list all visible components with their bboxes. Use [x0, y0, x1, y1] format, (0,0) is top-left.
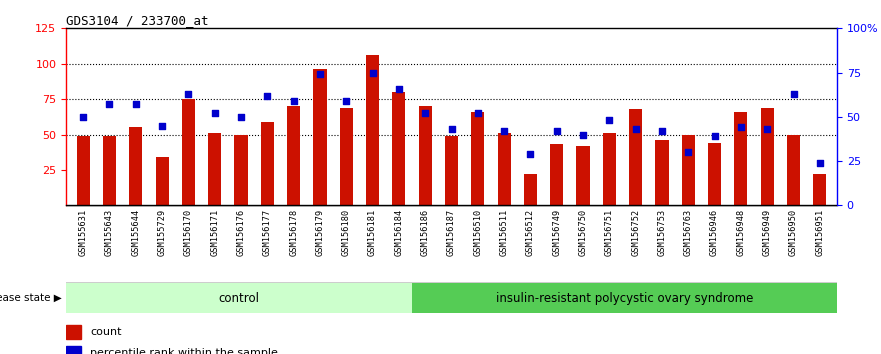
Bar	[392, 92, 405, 205]
Bar	[261, 122, 274, 205]
Point	[734, 125, 748, 130]
Point	[813, 160, 827, 166]
Bar	[576, 146, 589, 205]
Point	[234, 114, 248, 120]
Text: GSM156187: GSM156187	[447, 209, 456, 256]
Point	[129, 102, 143, 107]
Bar	[411, 283, 837, 313]
Text: GSM156749: GSM156749	[552, 209, 561, 256]
Text: GSM156949: GSM156949	[763, 209, 772, 256]
Bar	[498, 133, 511, 205]
Text: GSM155644: GSM155644	[131, 209, 140, 256]
Text: GSM156177: GSM156177	[263, 209, 272, 256]
Point	[523, 151, 537, 157]
Bar	[287, 106, 300, 205]
Bar	[130, 127, 143, 205]
Bar	[813, 174, 826, 205]
Point	[550, 128, 564, 134]
Point	[155, 123, 169, 129]
Text: GDS3104 / 233700_at: GDS3104 / 233700_at	[66, 14, 209, 27]
Bar	[550, 144, 563, 205]
Text: GSM156184: GSM156184	[395, 209, 403, 256]
Text: GSM156511: GSM156511	[500, 209, 508, 256]
Point	[681, 149, 695, 155]
Text: GSM156178: GSM156178	[289, 209, 298, 256]
Bar	[735, 112, 747, 205]
Bar	[445, 136, 458, 205]
Text: percentile rank within the sample: percentile rank within the sample	[91, 348, 278, 354]
Text: GSM155643: GSM155643	[105, 209, 114, 256]
Point	[707, 133, 722, 139]
Bar	[66, 346, 81, 354]
Point	[208, 110, 222, 116]
Bar	[708, 143, 722, 205]
Point	[655, 128, 669, 134]
Bar	[629, 109, 642, 205]
Bar	[181, 99, 195, 205]
Text: GSM156951: GSM156951	[815, 209, 825, 256]
Text: GSM156179: GSM156179	[315, 209, 324, 256]
Point	[576, 132, 590, 137]
Point	[392, 86, 406, 91]
Bar	[234, 135, 248, 205]
Bar	[66, 325, 81, 339]
Text: GSM156171: GSM156171	[211, 209, 219, 256]
Text: GSM156750: GSM156750	[579, 209, 588, 256]
Bar	[682, 135, 695, 205]
Point	[760, 126, 774, 132]
Bar	[655, 140, 669, 205]
Text: GSM156752: GSM156752	[631, 209, 640, 256]
Point	[76, 114, 90, 120]
Text: GSM156753: GSM156753	[657, 209, 667, 256]
Bar	[208, 133, 221, 205]
Text: GSM156512: GSM156512	[526, 209, 535, 256]
Text: GSM156186: GSM156186	[421, 209, 430, 256]
Point	[470, 110, 485, 116]
Point	[181, 91, 196, 97]
Point	[444, 126, 458, 132]
Bar	[66, 283, 411, 313]
Point	[339, 98, 353, 104]
Text: GSM156946: GSM156946	[710, 209, 719, 256]
Point	[497, 128, 511, 134]
Bar	[340, 108, 353, 205]
Bar	[787, 135, 800, 205]
Point	[260, 93, 274, 98]
Bar	[366, 55, 379, 205]
Text: disease state ▶: disease state ▶	[0, 293, 62, 303]
Bar	[760, 108, 774, 205]
Text: GSM156751: GSM156751	[605, 209, 614, 256]
Point	[603, 118, 617, 123]
Text: GSM156180: GSM156180	[342, 209, 351, 256]
Text: GSM156763: GSM156763	[684, 209, 692, 256]
Bar	[156, 157, 168, 205]
Bar	[77, 136, 90, 205]
Text: GSM156170: GSM156170	[184, 209, 193, 256]
Point	[313, 72, 327, 77]
Bar	[314, 69, 327, 205]
Point	[418, 110, 433, 116]
Text: GSM155729: GSM155729	[158, 209, 167, 256]
Text: GSM155631: GSM155631	[78, 209, 88, 256]
Point	[787, 91, 801, 97]
Point	[286, 98, 300, 104]
Text: insulin-resistant polycystic ovary syndrome: insulin-resistant polycystic ovary syndr…	[496, 292, 753, 305]
Text: GSM156950: GSM156950	[789, 209, 798, 256]
Bar	[524, 174, 537, 205]
Bar	[103, 136, 116, 205]
Bar	[603, 133, 616, 205]
Point	[629, 126, 643, 132]
Text: GSM156510: GSM156510	[473, 209, 482, 256]
Point	[102, 102, 116, 107]
Text: count: count	[91, 327, 122, 337]
Bar	[418, 106, 432, 205]
Text: GSM156181: GSM156181	[368, 209, 377, 256]
Bar	[471, 112, 485, 205]
Text: control: control	[218, 292, 259, 305]
Point	[366, 70, 380, 75]
Text: GSM156948: GSM156948	[737, 209, 745, 256]
Text: GSM156176: GSM156176	[236, 209, 246, 256]
